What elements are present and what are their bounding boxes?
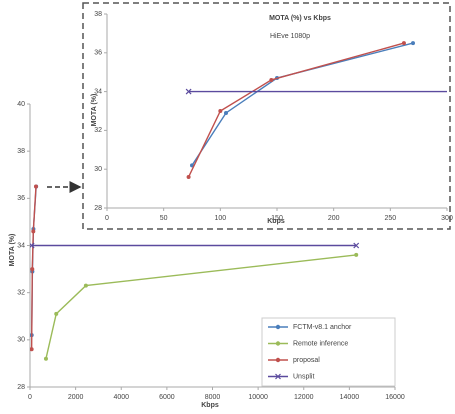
series-line — [191, 42, 414, 166]
x-tick-label: 0 — [105, 215, 109, 222]
y-tick-label: 36 — [94, 50, 102, 57]
series-line — [45, 254, 357, 359]
plot-area — [30, 184, 360, 361]
marker — [43, 356, 48, 361]
y-tick-label: 34 — [94, 88, 102, 95]
marker — [30, 242, 35, 249]
marker — [33, 184, 38, 189]
y-axis-label: MOTA (%) — [91, 94, 98, 127]
marker — [186, 174, 191, 179]
marker — [30, 347, 34, 352]
x-tick-label: 0 — [28, 394, 32, 401]
marker — [353, 242, 360, 249]
x-tick-label: 14000 — [340, 394, 360, 401]
legend-marker — [275, 324, 281, 330]
series-line — [30, 186, 37, 350]
chart-subtitle: HiEve 1080p — [270, 33, 310, 40]
y-tick-label: 30 — [94, 166, 102, 173]
plot-area — [185, 41, 447, 179]
x-tick-label: 200 — [328, 215, 340, 222]
x-tick-label: 50 — [160, 215, 168, 222]
y-tick-label: 36 — [17, 195, 25, 202]
y-tick-label: 30 — [17, 337, 25, 344]
y-axis-label: MOTA (%) — [9, 234, 16, 267]
y-tick-label: 38 — [94, 11, 102, 18]
x-tick-label: 300 — [441, 215, 453, 222]
x-tick-label: 12000 — [294, 394, 314, 401]
y-tick-label: 28 — [17, 384, 25, 391]
marker — [31, 229, 36, 234]
x-axis-label: Kbps — [201, 402, 219, 409]
y-tick-label: 32 — [17, 290, 25, 297]
legend-marker — [275, 373, 281, 380]
x-tick-label: 10000 — [248, 394, 268, 401]
marker — [30, 267, 35, 272]
x-tick-label: 250 — [384, 215, 396, 222]
marker — [224, 110, 228, 115]
legend-marker — [275, 341, 281, 346]
legend-label: Remote inference — [293, 340, 348, 347]
chart-title: MOTA (%) vs Kbps — [269, 15, 331, 22]
x-tick-label: 150 — [271, 215, 283, 222]
x-axis-label: Kbps — [267, 218, 285, 225]
series-line — [187, 42, 405, 178]
x-tick-label: 6000 — [159, 394, 175, 401]
x-tick-label: 100 — [214, 215, 226, 222]
marker — [401, 41, 406, 46]
y-tick-label: 28 — [94, 205, 102, 212]
inset-frame — [82, 2, 451, 230]
x-tick-label: 16000 — [385, 394, 405, 401]
x-tick-label: 8000 — [205, 394, 221, 401]
legend-label: Unsplit — [293, 373, 314, 380]
legend-marker — [275, 357, 281, 363]
marker — [218, 109, 223, 113]
y-tick-label: 38 — [17, 148, 25, 155]
legend-box — [261, 317, 396, 387]
marker — [354, 252, 359, 257]
y-tick-label: 32 — [94, 127, 102, 134]
y-tick-label: 40 — [17, 101, 25, 108]
marker — [185, 88, 192, 95]
marker — [54, 311, 59, 316]
x-tick-label: 2000 — [68, 394, 84, 401]
marker — [83, 283, 88, 288]
marker — [411, 41, 415, 46]
legend-label: FCTM-v8.1 anchor — [293, 324, 352, 331]
x-tick-label: 4000 — [113, 394, 129, 401]
marker — [269, 77, 274, 82]
legend-label: proposal — [293, 357, 320, 364]
y-tick-label: 34 — [17, 242, 25, 249]
